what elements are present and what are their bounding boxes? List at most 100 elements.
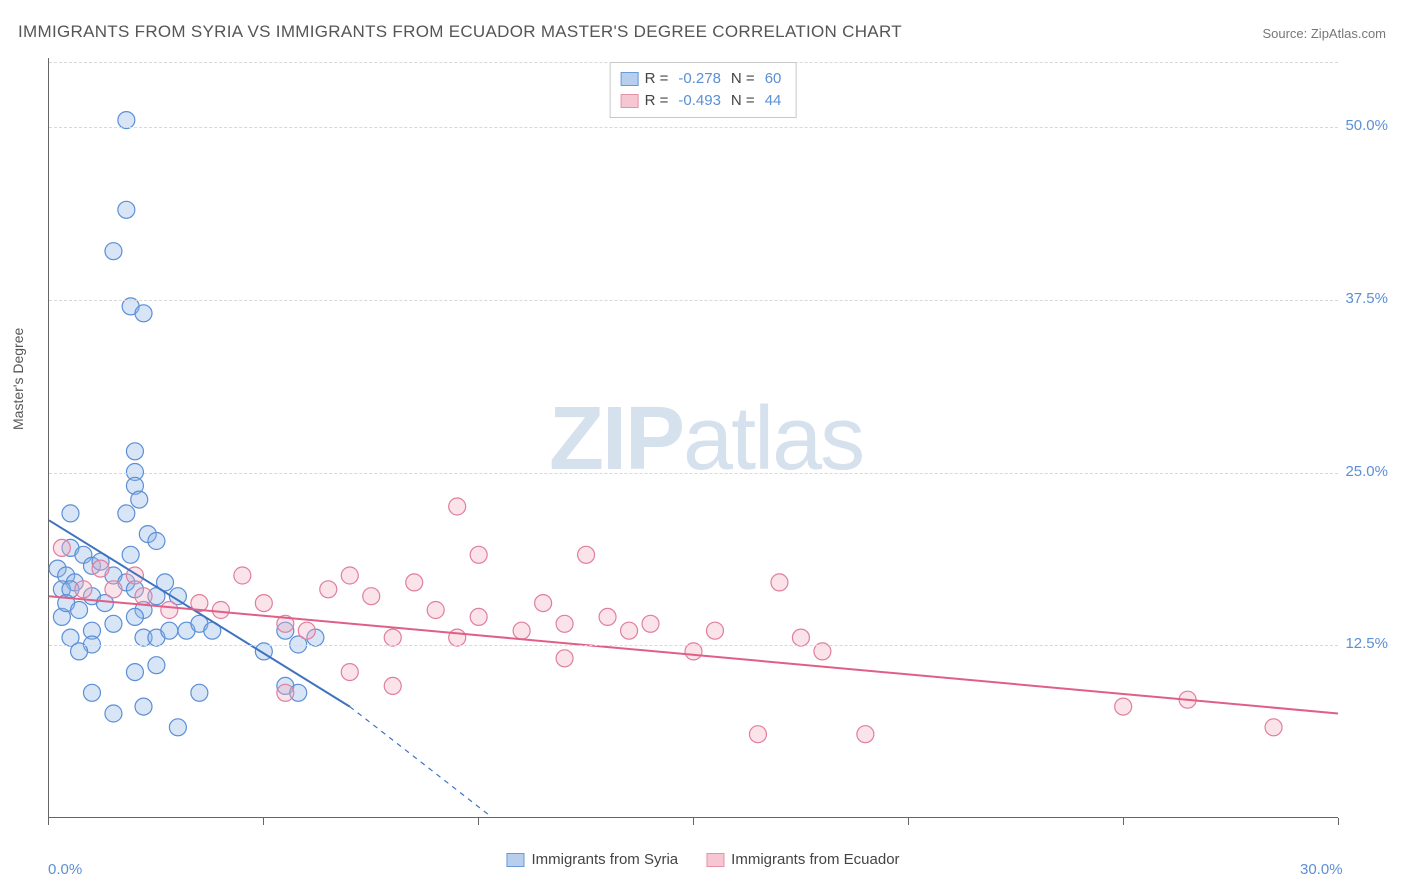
scatter-point-ecuador xyxy=(513,622,530,639)
scatter-point-ecuador xyxy=(470,608,487,625)
scatter-point-ecuador xyxy=(135,588,152,605)
scatter-point-ecuador xyxy=(384,629,401,646)
scatter-point-syria xyxy=(118,201,135,218)
scatter-point-ecuador xyxy=(449,498,466,515)
swatch-syria xyxy=(506,853,524,867)
n-label: N = xyxy=(731,90,755,112)
scatter-point-ecuador xyxy=(75,581,92,598)
r-value: -0.278 xyxy=(674,68,725,90)
n-value: 44 xyxy=(761,90,786,112)
scatter-point-ecuador xyxy=(363,588,380,605)
scatter-point-syria xyxy=(126,608,143,625)
trendline-extrapolated-syria xyxy=(350,707,492,817)
scatter-point-syria xyxy=(118,112,135,129)
scatter-point-syria xyxy=(161,622,178,639)
scatter-point-ecuador xyxy=(556,615,573,632)
r-value: -0.493 xyxy=(674,90,725,112)
scatter-point-syria xyxy=(148,533,165,550)
scatter-point-syria xyxy=(105,243,122,260)
scatter-point-ecuador xyxy=(470,546,487,563)
scatter-point-ecuador xyxy=(642,615,659,632)
x-tick-label: 0.0% xyxy=(48,861,82,878)
scatter-point-syria xyxy=(71,602,88,619)
y-axis-label: Master's Degree xyxy=(10,328,26,430)
gridline-h xyxy=(49,473,1338,474)
scatter-point-ecuador xyxy=(535,595,552,612)
swatch-ecuador xyxy=(706,853,724,867)
n-value: 60 xyxy=(761,68,786,90)
scatter-point-ecuador xyxy=(53,539,70,556)
y-tick-label: 37.5% xyxy=(1345,290,1388,307)
scatter-point-syria xyxy=(126,664,143,681)
trendline-syria xyxy=(49,520,350,706)
scatter-point-syria xyxy=(105,705,122,722)
x-tick-mark xyxy=(908,818,909,825)
scatter-point-ecuador xyxy=(556,650,573,667)
scatter-point-syria xyxy=(135,698,152,715)
correlation-legend: R = -0.278 N = 60 R = -0.493 N = 44 xyxy=(610,62,797,118)
swatch-ecuador xyxy=(621,94,639,108)
source-attribution: Source: ZipAtlas.com xyxy=(1262,26,1386,41)
y-tick-label: 12.5% xyxy=(1345,635,1388,652)
x-tick-mark xyxy=(693,818,694,825)
gridline-h xyxy=(49,127,1338,128)
scatter-point-ecuador xyxy=(161,602,178,619)
scatter-point-syria xyxy=(105,615,122,632)
legend-row-syria: R = -0.278 N = 60 xyxy=(621,68,786,90)
scatter-point-syria xyxy=(118,505,135,522)
scatter-point-ecuador xyxy=(234,567,251,584)
legend-label: Immigrants from Syria xyxy=(531,851,678,868)
scatter-point-ecuador xyxy=(406,574,423,591)
swatch-syria xyxy=(621,72,639,86)
scatter-point-ecuador xyxy=(771,574,788,591)
scatter-point-ecuador xyxy=(599,608,616,625)
scatter-point-syria xyxy=(131,491,148,508)
x-tick-mark xyxy=(478,818,479,825)
x-tick-mark xyxy=(1338,818,1339,825)
scatter-point-ecuador xyxy=(578,546,595,563)
scatter-point-ecuador xyxy=(857,726,874,743)
scatter-point-ecuador xyxy=(427,602,444,619)
n-label: N = xyxy=(731,68,755,90)
scatter-point-syria xyxy=(83,684,100,701)
gridline-h xyxy=(49,645,1338,646)
scatter-point-ecuador xyxy=(255,595,272,612)
scatter-point-syria xyxy=(122,546,139,563)
plot-area: ZIPatlas xyxy=(48,58,1338,818)
scatter-point-ecuador xyxy=(384,677,401,694)
scatter-point-ecuador xyxy=(1115,698,1132,715)
scatter-point-ecuador xyxy=(1265,719,1282,736)
scatter-point-ecuador xyxy=(320,581,337,598)
x-tick-label: 30.0% xyxy=(1300,861,1343,878)
scatter-point-ecuador xyxy=(706,622,723,639)
scatter-point-ecuador xyxy=(92,560,109,577)
legend-item-syria: Immigrants from Syria xyxy=(506,851,678,868)
scatter-point-ecuador xyxy=(341,664,358,681)
series-legend: Immigrants from Syria Immigrants from Ec… xyxy=(498,851,907,868)
scatter-point-ecuador xyxy=(298,622,315,639)
scatter-point-syria xyxy=(191,684,208,701)
x-tick-mark xyxy=(1123,818,1124,825)
legend-row-ecuador: R = -0.493 N = 44 xyxy=(621,90,786,112)
scatter-point-ecuador xyxy=(449,629,466,646)
scatter-point-syria xyxy=(148,657,165,674)
scatter-point-ecuador xyxy=(212,602,229,619)
scatter-point-ecuador xyxy=(792,629,809,646)
legend-item-ecuador: Immigrants from Ecuador xyxy=(706,851,899,868)
scatter-point-ecuador xyxy=(105,581,122,598)
scatter-point-syria xyxy=(126,443,143,460)
gridline-h xyxy=(49,300,1338,301)
scatter-point-ecuador xyxy=(749,726,766,743)
chart-title: IMMIGRANTS FROM SYRIA VS IMMIGRANTS FROM… xyxy=(18,22,902,42)
r-label: R = xyxy=(645,90,669,112)
scatter-point-ecuador xyxy=(277,684,294,701)
chart-svg xyxy=(49,58,1338,817)
scatter-point-syria xyxy=(135,305,152,322)
x-tick-mark xyxy=(48,818,49,825)
trendline-ecuador xyxy=(49,596,1338,713)
x-tick-mark xyxy=(263,818,264,825)
scatter-point-ecuador xyxy=(621,622,638,639)
scatter-point-syria xyxy=(169,719,186,736)
r-label: R = xyxy=(645,68,669,90)
y-tick-label: 25.0% xyxy=(1345,463,1388,480)
